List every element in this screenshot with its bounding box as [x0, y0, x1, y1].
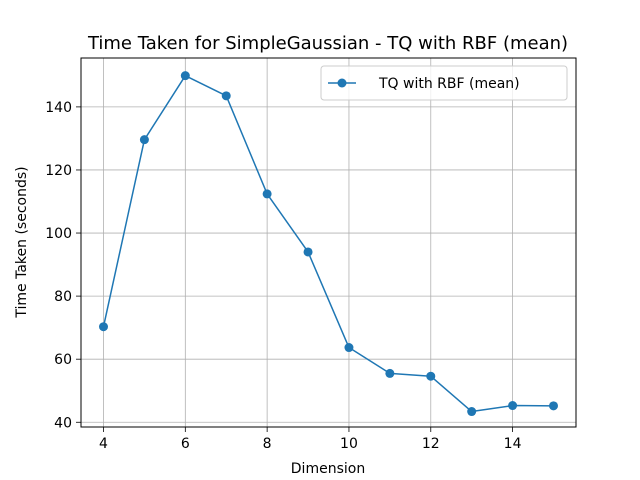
y-axis-label: Time Taken (seconds): [14, 166, 30, 318]
data-point: [99, 322, 108, 332]
x-tick-label: 8: [263, 436, 272, 452]
y-axis-ticks: 40 60 80 100 120 140: [45, 100, 81, 431]
x-tick-label: 14: [504, 436, 522, 452]
y-tick-label: 100: [45, 226, 72, 242]
x-tick-label: 12: [422, 436, 440, 452]
y-tick-label: 140: [45, 100, 72, 116]
chart-title: Time Taken for SimpleGaussian - TQ with …: [87, 33, 568, 54]
legend-entry-label: TQ with RBF (mean): [378, 76, 520, 92]
grid-lines: [81, 58, 576, 427]
data-point: [508, 401, 518, 411]
legend: TQ with RBF (mean): [320, 65, 568, 101]
y-tick-label: 120: [45, 163, 72, 179]
x-tick-label: 4: [99, 436, 108, 452]
y-tick-label: 40: [54, 415, 72, 431]
data-point: [303, 247, 313, 257]
x-axis-label: Dimension: [291, 461, 365, 477]
legend-marker-swatch: [337, 78, 347, 88]
data-point: [549, 401, 558, 411]
data-point: [139, 135, 149, 145]
x-tick-label: 6: [181, 436, 190, 452]
legend-box: [320, 65, 568, 101]
data-point: [262, 189, 272, 199]
data-point: [467, 407, 477, 417]
series-layer: [99, 71, 558, 417]
plot-frame: [80, 57, 577, 428]
data-point: [426, 371, 436, 381]
data-point: [344, 343, 354, 353]
data-point: [180, 71, 190, 81]
y-tick-label: 60: [54, 352, 72, 368]
x-axis-ticks: 4 6 8 10 12 14: [99, 427, 522, 452]
data-point: [385, 368, 395, 378]
x-tick-label: 10: [340, 436, 358, 452]
y-tick-label: 80: [54, 289, 72, 305]
data-point: [221, 91, 231, 101]
series-line: [102, 74, 554, 413]
